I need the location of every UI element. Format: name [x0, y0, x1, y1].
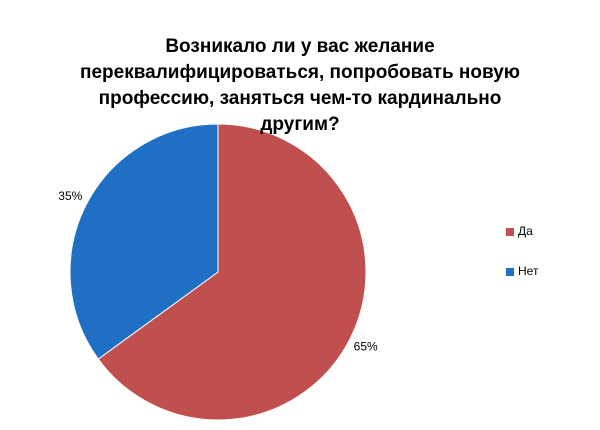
legend-swatch	[506, 228, 514, 236]
pie-slice	[69, 123, 219, 360]
legend-label: Да	[518, 224, 533, 238]
data-label: 65%	[354, 339, 378, 353]
pie-slice	[97, 123, 367, 421]
data-label: 35%	[58, 189, 82, 203]
chart-title: Возникало ли у вас желание переквалифици…	[80, 36, 520, 135]
legend-label: Нет	[518, 264, 539, 278]
legend-swatch	[506, 268, 514, 276]
